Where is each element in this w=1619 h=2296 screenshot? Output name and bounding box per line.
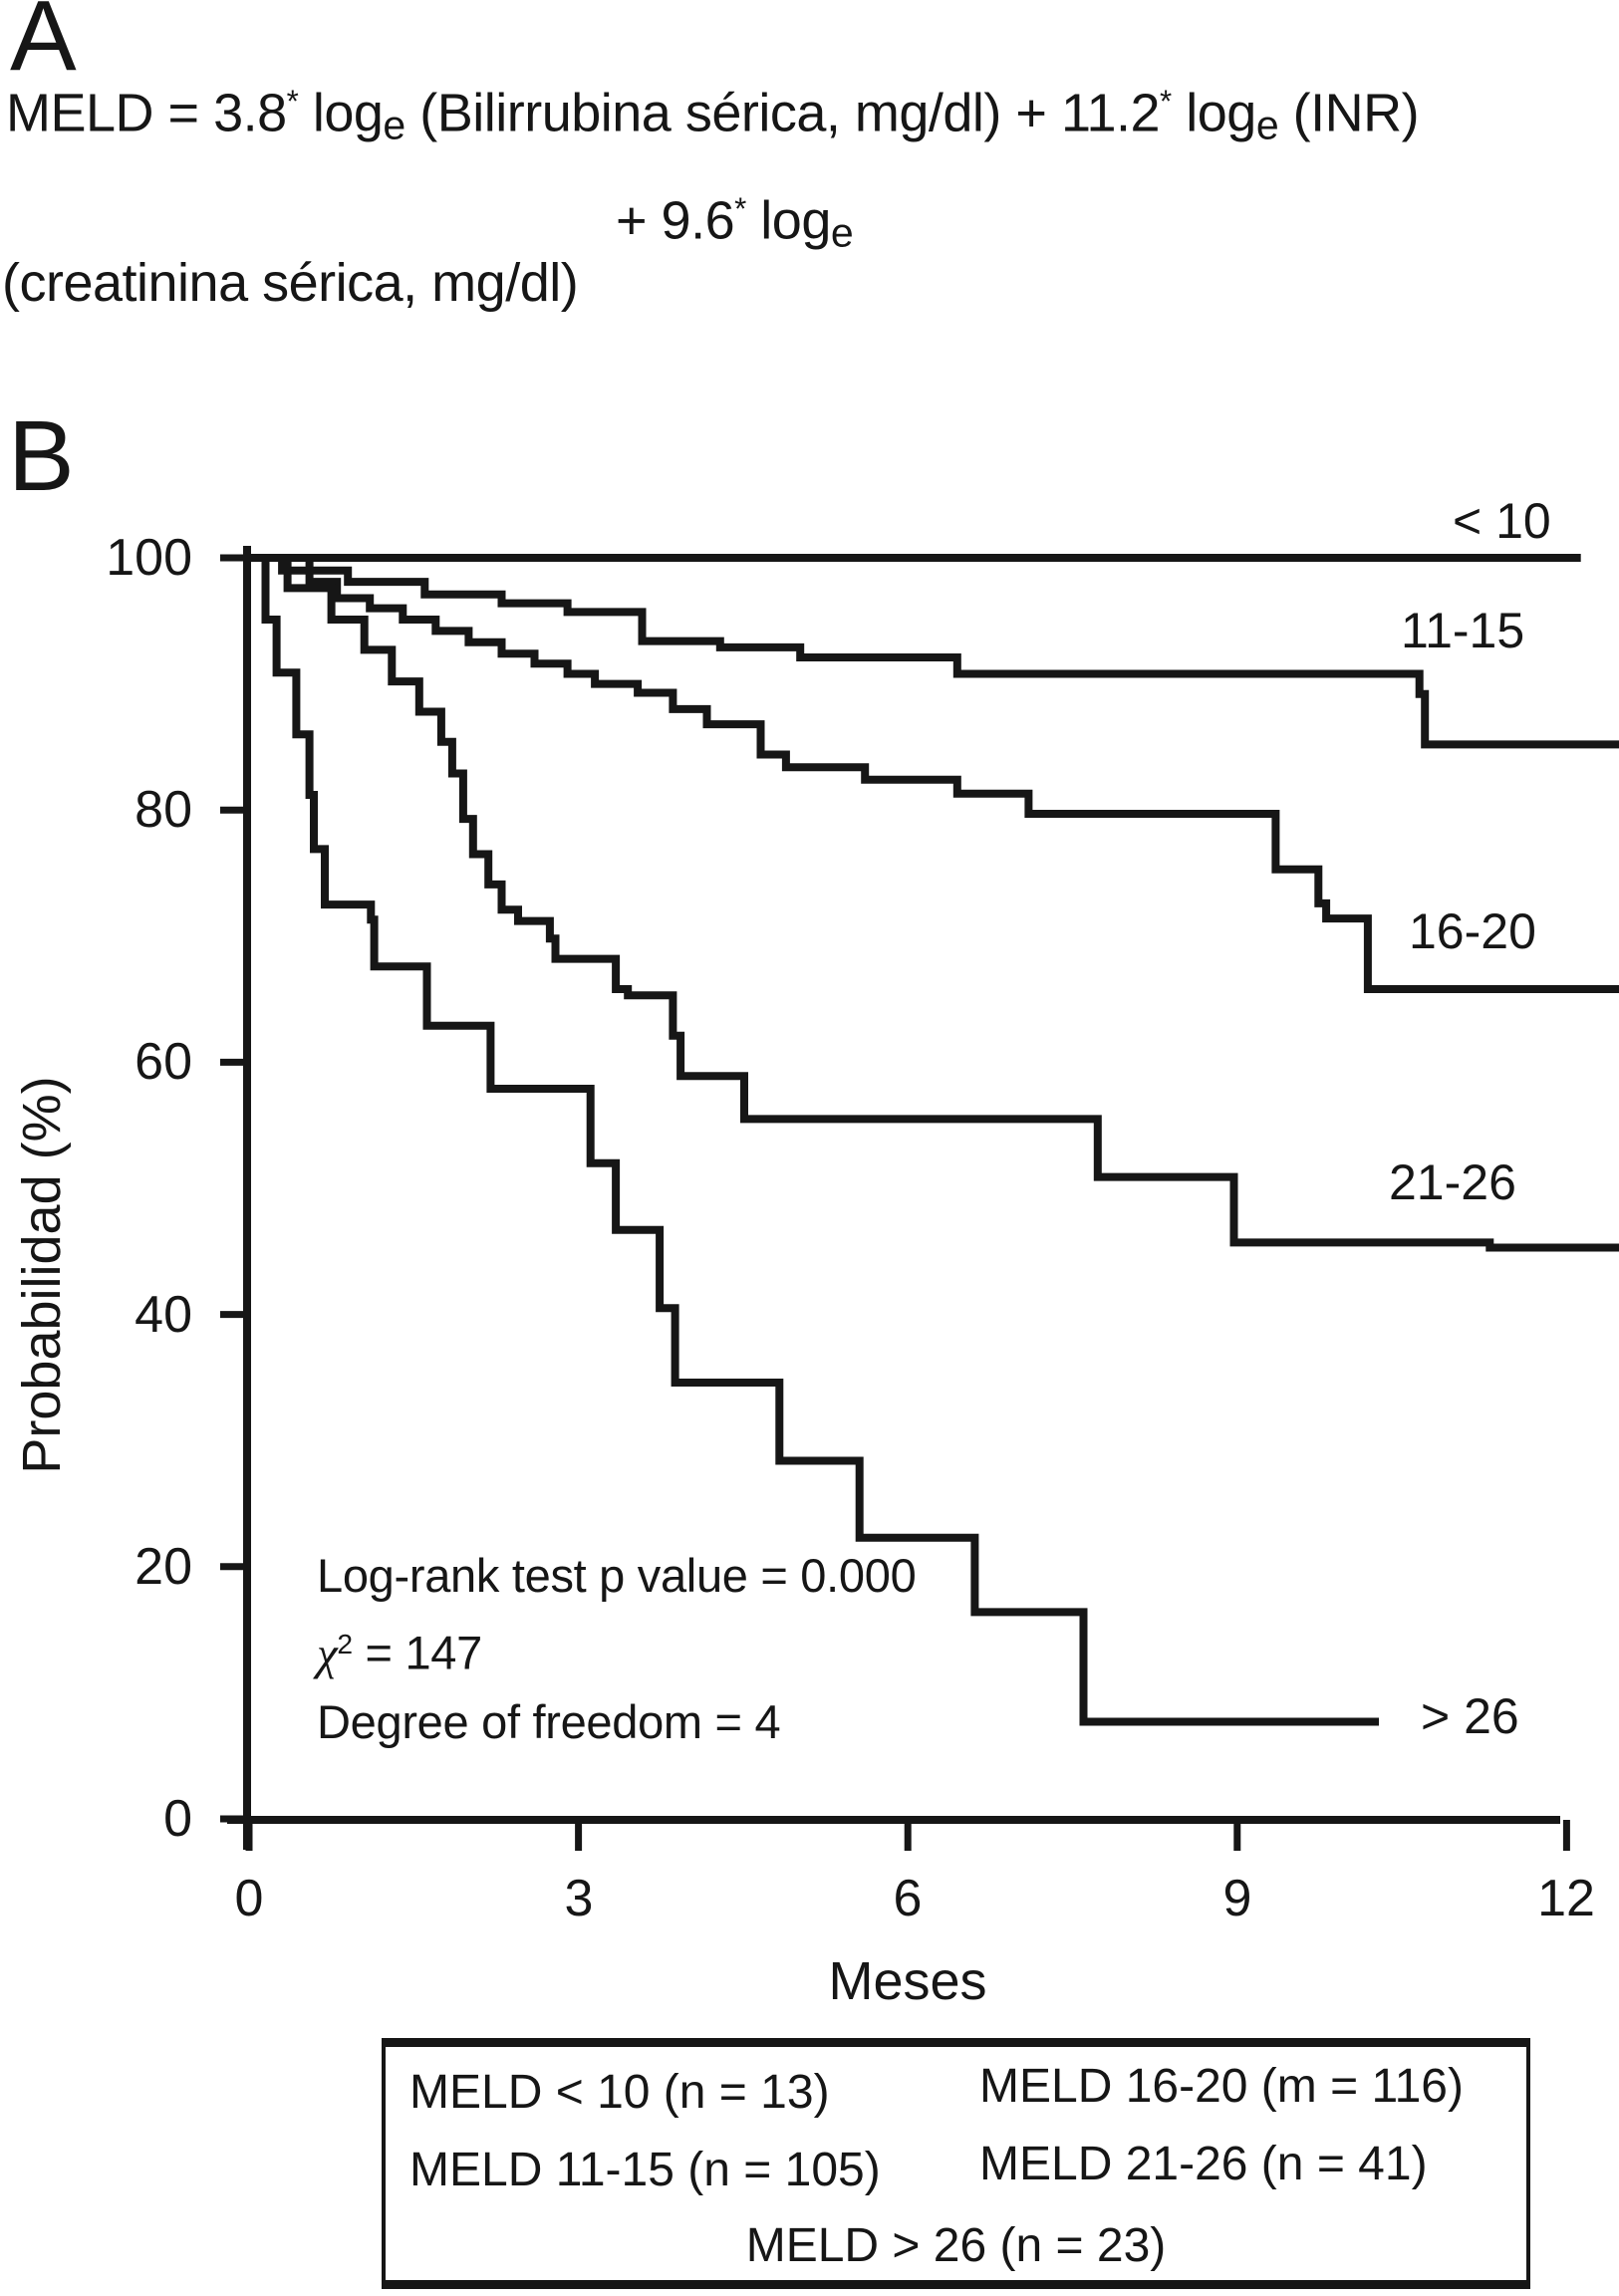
- legend-item-meld-lt-10: MELD < 10 (n = 13): [409, 2066, 830, 2119]
- legend-item-meld-16-20: MELD 16-20 (m = 116): [979, 2060, 1464, 2113]
- log-base-e-subscript: e: [383, 102, 405, 148]
- formula-line-3: (creatinina sérica, mg/dl): [2, 253, 579, 313]
- legend-item-meld-gt-26: MELD > 26 (n = 23): [745, 2219, 1167, 2272]
- chi-exponent: 2: [337, 1628, 353, 1659]
- stats-annotation: Log-rank test p value = 0.000 χ2 = 147 D…: [317, 1542, 917, 1756]
- panel-a-label: A: [10, 0, 77, 92]
- survival-curve-21-26: [249, 554, 1619, 1252]
- y-axis-tick-label-20: 20: [135, 1538, 192, 1596]
- formula-log-text: log: [745, 190, 831, 251]
- curve-label-meld-lt-10: < 10: [1453, 493, 1551, 549]
- formula-term-inr: (INR): [1278, 83, 1420, 143]
- log-base-e-subscript: e: [830, 209, 854, 256]
- formula-term-creatinine-coef: + 9.6: [616, 190, 735, 251]
- chi-square-line: χ2 = 147: [317, 1610, 916, 1688]
- x-axis-title: Meses: [828, 1951, 987, 2011]
- y-axis-title: Probabilidad (%): [12, 1076, 72, 1474]
- asterisk-superscript: *: [734, 191, 746, 226]
- survival-curve-16-20: [249, 554, 1619, 993]
- legend-item-meld-11-15: MELD 11-15 (n = 105): [409, 2144, 881, 2196]
- formula-line-1: MELD = 3.8* loge (Bilirrubina sérica, mg…: [6, 70, 1420, 157]
- x-axis-tick-label-9: 9: [1222, 1870, 1252, 1927]
- curve-label-meld-gt-26: > 26: [1421, 1688, 1519, 1744]
- asterisk-superscript: *: [1160, 84, 1172, 119]
- curve-label-meld-21-26: 21-26: [1389, 1154, 1516, 1210]
- formula-term-bilirubin: (Bilirrubina sérica, mg/dl) + 11.2: [405, 83, 1161, 143]
- chi-square-value: = 147: [352, 1626, 483, 1679]
- formula-log-text: log: [1171, 83, 1256, 143]
- formula-line-2: + 9.6* loge: [616, 177, 854, 265]
- formula-log-text: log: [298, 83, 384, 143]
- curve-label-meld-11-15: 11-15: [1401, 603, 1525, 658]
- panel-b-label: B: [8, 400, 75, 512]
- log-rank-p-value: Log-rank test p value = 0.000: [317, 1549, 917, 1602]
- x-axis-tick-label-0: 0: [234, 1870, 264, 1927]
- x-axis-tick-label-3: 3: [564, 1870, 594, 1927]
- x-axis-tick-label-6: 6: [893, 1870, 923, 1927]
- legend-item-meld-21-26: MELD 21-26 (n = 41): [979, 2138, 1428, 2190]
- survival-curve-26: [249, 554, 1379, 1726]
- y-axis-tick-label-40: 40: [135, 1286, 192, 1344]
- x-axis-tick-label-12: 12: [1537, 1870, 1595, 1927]
- y-axis-tick-label-0: 0: [163, 1790, 192, 1848]
- formula-term-bilirubin-coef: MELD = 3.8: [6, 83, 287, 143]
- legend-box: MELD < 10 (n = 13) MELD 16-20 (m = 116) …: [382, 2038, 1530, 2289]
- y-axis-tick-label-100: 100: [106, 529, 192, 587]
- curve-label-meld-16-20: 16-20: [1409, 903, 1536, 959]
- y-axis-tick-label-60: 60: [135, 1033, 192, 1091]
- log-base-e-subscript: e: [1255, 102, 1279, 148]
- degrees-of-freedom: Degree of freedom = 4: [317, 1694, 781, 1748]
- survival-curve-11-15: [249, 554, 1619, 749]
- y-axis-tick-label-80: 80: [135, 781, 192, 839]
- chi-symbol: χ: [317, 1628, 338, 1680]
- asterisk-superscript: *: [286, 84, 299, 119]
